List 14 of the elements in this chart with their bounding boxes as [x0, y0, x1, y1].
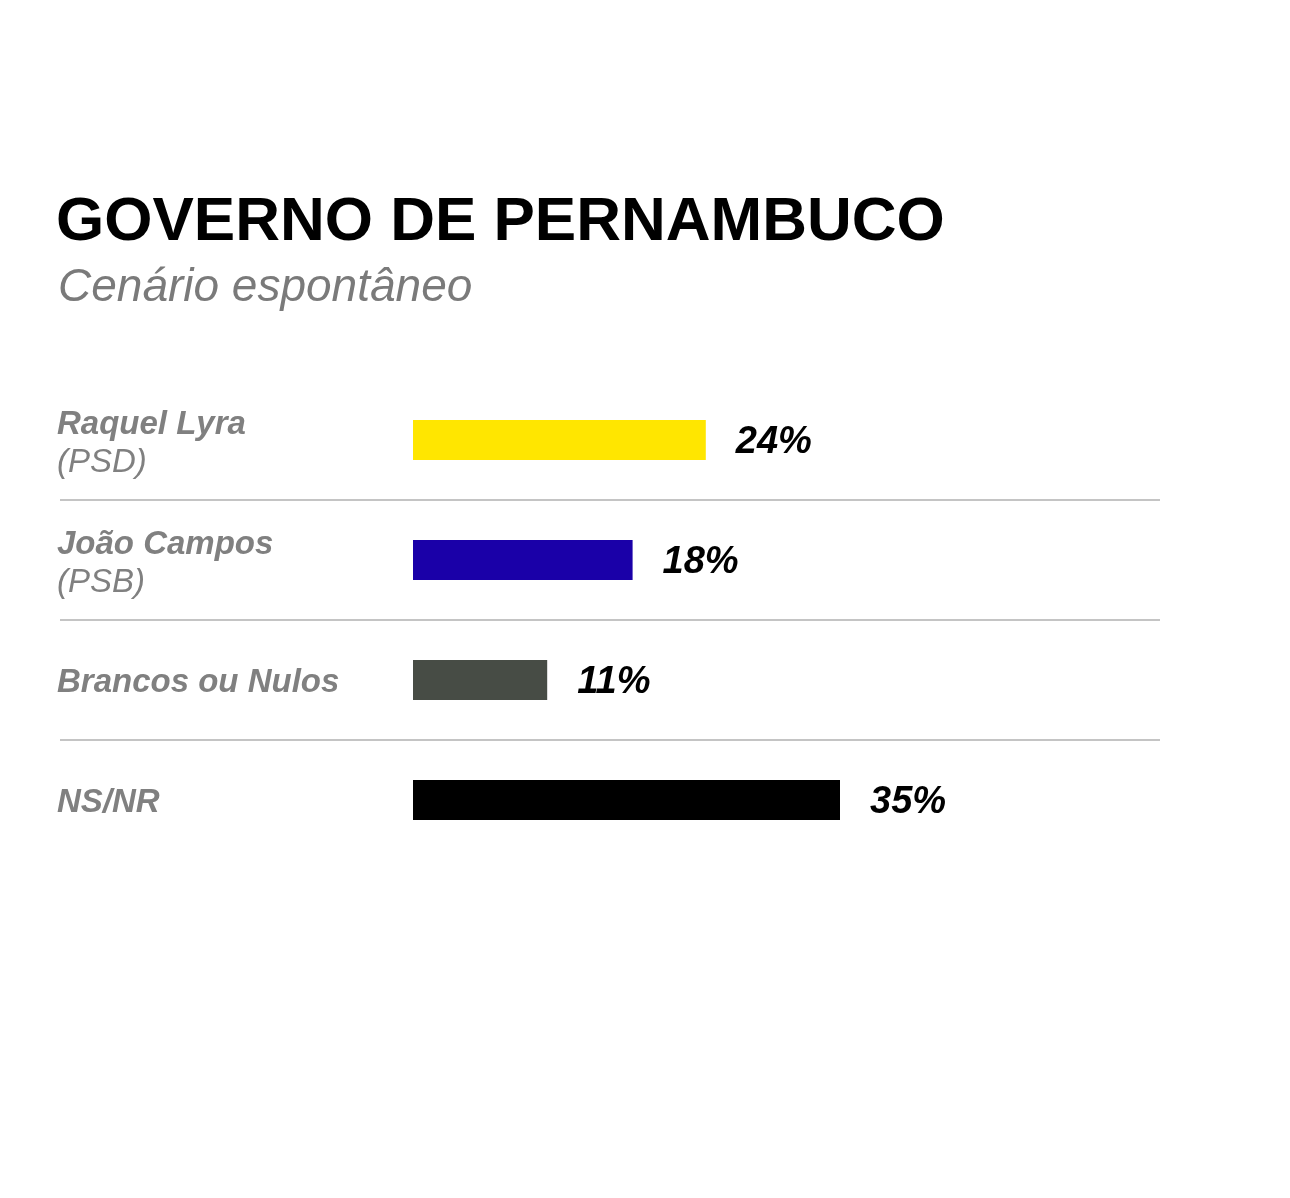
data-label: 18%	[662, 539, 739, 581]
y-tick-label: NS/NR	[57, 782, 160, 819]
bar	[413, 660, 548, 700]
y-tick-label: João Campos (PSB)	[57, 524, 274, 599]
chart-subtitle: Cenário espontâneo	[58, 258, 473, 312]
y-tick-label: Brancos ou Nulos	[57, 662, 340, 699]
y-tick-label: Raquel Lyra (PSD)	[57, 404, 246, 479]
bar	[413, 540, 633, 580]
data-label: 24%	[734, 419, 812, 461]
data-label: 35%	[870, 779, 947, 821]
data-label: 11%	[577, 659, 651, 701]
bar	[413, 780, 840, 820]
chart-title: GOVERNO DE PERNAMBUCO	[56, 184, 945, 254]
bar	[413, 420, 706, 460]
